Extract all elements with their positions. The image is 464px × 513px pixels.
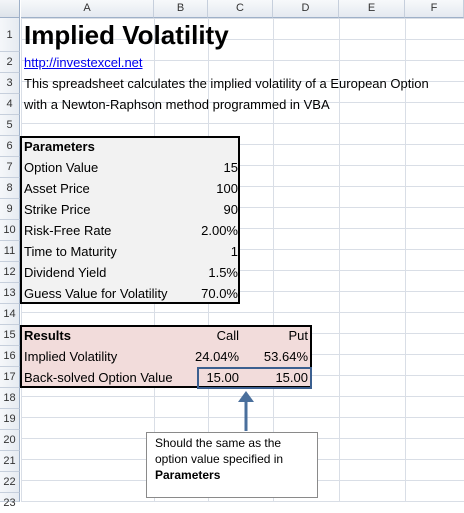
param-value-time-to-maturity[interactable]: 1 — [230, 244, 238, 259]
callout-line-3: Parameters — [155, 468, 221, 482]
callout-arrow — [238, 391, 254, 431]
backsolved-value-put[interactable]: 15.00 — [275, 370, 308, 385]
implied-volatility-label: Implied Volatility — [24, 349, 118, 364]
param-label-strike-price: Strike Price — [24, 202, 91, 217]
results-panel — [20, 325, 312, 388]
description-line-2: with a Newton-Raphson method programmed … — [24, 97, 330, 112]
row-header[interactable]: 19 — [0, 409, 20, 430]
param-value-risk-free-rate[interactable]: 2.00% — [201, 223, 238, 238]
callout-note: Should the same as the option value spec… — [146, 432, 318, 498]
param-value-strike-price[interactable]: 90 — [223, 202, 238, 217]
row-header[interactable]: 12 — [0, 262, 20, 283]
row-header[interactable]: 5 — [0, 115, 20, 136]
row-header[interactable]: 13 — [0, 283, 20, 304]
row-header[interactable]: 14 — [0, 304, 20, 325]
parameters-heading: Parameters — [24, 139, 95, 154]
param-label-guess-volatility: Guess Value for Volatility — [24, 286, 168, 301]
callout-arrow-head — [238, 391, 254, 402]
results-put-header: Put — [288, 328, 308, 343]
param-value-dividend-yield[interactable]: 1.5% — [208, 265, 238, 280]
implied-volatility-call[interactable]: 24.04% — [195, 349, 240, 364]
row-header[interactable]: 3 — [0, 73, 20, 94]
column-header-e[interactable]: E — [339, 0, 405, 18]
backsolved-value-label: Back-solved Option Value — [24, 370, 173, 385]
row-header[interactable]: 18 — [0, 388, 20, 409]
param-label-option-value: Option Value — [24, 160, 99, 175]
param-label-risk-free-rate: Risk-Free Rate — [24, 223, 112, 238]
grid-divider — [273, 18, 274, 502]
row-header[interactable]: 11 — [0, 241, 20, 262]
callout-line-1: Should the same as the — [155, 436, 282, 450]
param-value-option-value[interactable]: 15 — [223, 160, 238, 175]
select-all-corner[interactable] — [0, 0, 20, 18]
implied-volatility-put[interactable]: 53.64% — [263, 349, 308, 364]
row-header[interactable]: 2 — [0, 52, 20, 73]
row-header[interactable]: 8 — [0, 178, 20, 199]
backsolved-value-call[interactable]: 15.00 — [206, 370, 239, 385]
param-label-time-to-maturity: Time to Maturity — [24, 244, 117, 259]
parameters-panel — [20, 136, 240, 304]
row-header[interactable]: 7 — [0, 157, 20, 178]
column-header-d[interactable]: D — [273, 0, 339, 18]
row-header[interactable]: 16 — [0, 346, 20, 367]
row-header[interactable]: 10 — [0, 220, 20, 241]
column-header-a[interactable]: A — [21, 0, 154, 18]
column-header-c[interactable]: C — [208, 0, 273, 18]
backsolved-highlight-box — [197, 367, 312, 389]
row-header[interactable]: 9 — [0, 199, 20, 220]
param-value-asset-price[interactable]: 100 — [216, 181, 238, 196]
row-header[interactable]: 6 — [0, 136, 20, 157]
grid-divider — [339, 18, 340, 502]
row-header[interactable]: 15 — [0, 325, 20, 346]
row-header[interactable]: 4 — [0, 94, 20, 115]
row-header[interactable]: 22 — [0, 472, 20, 493]
page-title: Implied Volatility — [24, 20, 229, 50]
column-header-b[interactable]: B — [154, 0, 208, 18]
grid-divider — [405, 18, 406, 502]
row-header[interactable]: 17 — [0, 367, 20, 388]
row-header[interactable]: 20 — [0, 430, 20, 451]
row-header[interactable]: 21 — [0, 451, 20, 472]
param-label-asset-price: Asset Price — [24, 181, 90, 196]
investexcel-link[interactable]: http://investexcel.net — [24, 55, 143, 70]
row-header[interactable]: 1 — [0, 18, 20, 52]
results-heading: Results — [24, 328, 71, 343]
callout-line-2: option value specified in — [155, 452, 284, 466]
description-line-1: This spreadsheet calculates the implied … — [24, 76, 429, 91]
results-call-header: Call — [216, 328, 239, 343]
param-label-dividend-yield: Dividend Yield — [24, 265, 107, 280]
param-value-guess-volatility[interactable]: 70.0% — [201, 286, 238, 301]
